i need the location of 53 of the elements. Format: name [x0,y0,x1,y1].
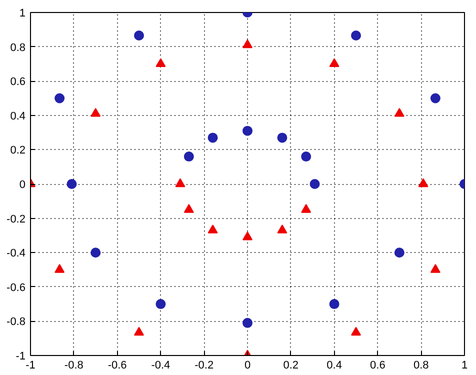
point [394,248,404,258]
x-tick-label: 0 [244,360,251,372]
y-tick-label: 0.6 [10,76,26,88]
point [329,58,340,68]
point [208,224,218,234]
y-tick-label: -0.8 [6,316,26,328]
y-tick-label: 0.8 [10,42,26,54]
point [156,58,166,68]
point [90,248,101,258]
point [301,152,312,162]
point [301,204,312,213]
y-tick-label: -0.4 [6,248,26,260]
point [184,204,194,213]
x-tick-label: -0.8 [64,360,84,372]
x-tick-label: -0.6 [108,360,127,372]
x-tick-label: 0.2 [283,360,299,372]
point [66,179,77,189]
y-tick-label: 0 [19,179,26,191]
x-tick-label: 0.6 [370,360,386,372]
x-tick-label: 1 [461,360,468,372]
point [351,326,361,336]
x-tick-label: 0.4 [326,360,342,372]
point [242,126,252,136]
point [54,264,65,273]
point [430,264,440,273]
x-tick-label: -0.2 [194,360,214,372]
point [54,93,65,104]
y-tick-label: 1 [19,8,26,20]
point [134,326,144,336]
point [394,108,404,117]
point [134,30,144,40]
y-tick-label: -1 [16,350,26,362]
y-tick-label: -0.6 [6,282,26,294]
point [310,179,320,189]
point [175,178,186,188]
point [277,224,288,234]
x-tick-label: -0.4 [151,360,170,372]
point [351,30,361,40]
point [208,132,218,143]
y-tick-label: -0.2 [6,213,26,226]
point [242,318,252,328]
point [90,108,101,117]
y-tick-label: 0.2 [10,144,26,157]
point [277,132,288,143]
y-tick-label: 0.4 [10,110,26,122]
point [329,299,340,310]
point [184,152,194,162]
point [242,231,252,240]
point [242,39,252,48]
x-tick-label: 0.8 [413,360,429,372]
point [418,178,428,188]
point [430,93,440,104]
point [156,299,166,310]
